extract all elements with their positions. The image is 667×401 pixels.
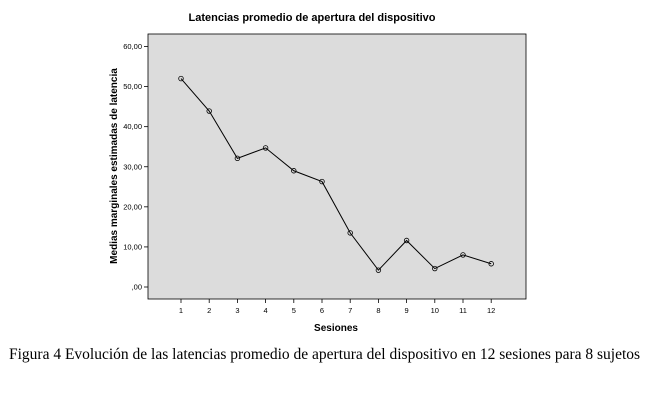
y-tick-label: 60,00: [123, 42, 142, 51]
x-tick-label: 3: [235, 306, 239, 315]
y-tick-label: ,00: [132, 283, 142, 292]
series-line: [180, 78, 492, 271]
data-point: [403, 237, 410, 244]
figure-caption: Figura 4 Evolución de las latencias prom…: [9, 346, 641, 363]
y-tick-label: 40,00: [123, 122, 142, 131]
x-tick-label: 9: [405, 306, 409, 315]
chart-title: Latencias promedio de apertura del dispo…: [189, 12, 436, 24]
y-tick-label: 30,00: [123, 162, 142, 171]
x-tick-label: 2: [207, 306, 211, 315]
data-point: [432, 265, 438, 272]
plot-area: [147, 33, 527, 300]
data-point: [262, 145, 269, 151]
data-point: [319, 178, 325, 185]
data-point: [375, 267, 382, 273]
y-tick-label: 20,00: [123, 202, 142, 211]
data-point: [234, 155, 241, 162]
data-point: [488, 261, 494, 267]
x-tick-label: 7: [348, 306, 352, 315]
data-point: [206, 108, 212, 114]
data-point: [291, 168, 297, 174]
x-axis: 1 2 3 4 5 6 7 8 9 10 11 12: [179, 299, 495, 315]
x-tick-label: 12: [487, 306, 495, 315]
line-chart: Latencias promedio de apertura del dispo…: [109, 12, 527, 334]
series-latency: [178, 75, 494, 273]
data-point: [178, 75, 184, 82]
y-tick-label: 50,00: [123, 82, 142, 91]
x-tick-label: 6: [320, 306, 324, 315]
x-tick-label: 8: [376, 306, 380, 315]
data-point: [460, 252, 466, 258]
x-tick-label: 11: [459, 306, 467, 315]
x-tick-label: 1: [179, 306, 183, 315]
y-tick-label: 10,00: [123, 242, 142, 251]
x-tick-label: 4: [264, 306, 268, 315]
y-axis-label: Medias marginales estimadas de latencia: [109, 68, 120, 264]
data-point: [347, 230, 353, 236]
x-axis-label: Sesiones: [314, 323, 358, 334]
y-axis: ,00 10,00 20,00 30,00 40,00 50,00 60,00: [123, 42, 148, 292]
x-tick-label: 5: [292, 306, 296, 315]
x-tick-label: 10: [431, 306, 439, 315]
